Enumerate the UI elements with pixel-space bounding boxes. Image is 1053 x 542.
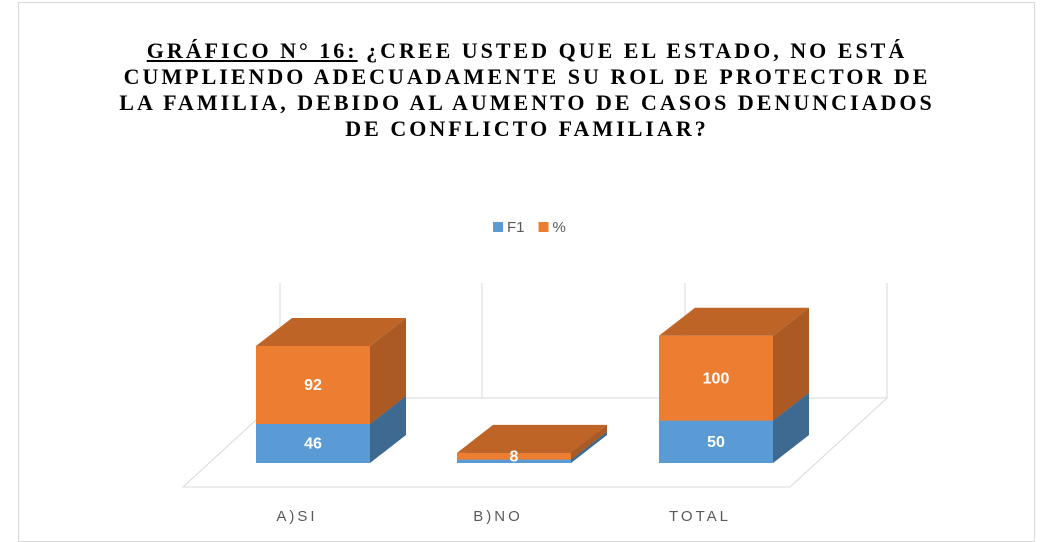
legend-label: %: [553, 219, 566, 236]
bar-side: [370, 317, 406, 424]
bar-front: [659, 420, 773, 463]
x-tick-label: B)NO: [473, 508, 523, 525]
bar-top: [256, 317, 406, 346]
data-label: 50: [707, 434, 725, 451]
bar-side: [370, 395, 406, 463]
data-label: 8: [510, 448, 519, 465]
legend-swatch: [538, 222, 549, 232]
title-prefix: GRÁFICO N° 16:: [146, 38, 358, 63]
bar-front: [457, 452, 571, 460]
bar-side: [773, 307, 809, 421]
x-tick-label: TOTAL: [669, 508, 731, 525]
data-label: 46: [304, 436, 322, 453]
data-label: 100: [703, 370, 730, 387]
bar-side: [571, 431, 607, 463]
bar-side: [773, 392, 809, 463]
bar-side: [571, 424, 607, 460]
bar-front: [256, 423, 370, 463]
bar-front: [457, 459, 571, 463]
data-label: 92: [304, 377, 322, 394]
bar-top: [659, 307, 809, 336]
bar-front: [256, 345, 370, 424]
title-text: ¿CREE USTED QUE EL ESTADO, NO ESTÁ CUMPL…: [119, 38, 935, 141]
x-tick-label: A)SI: [276, 508, 317, 525]
legend-label: F1: [507, 219, 525, 236]
chart-title: GRÁFICO N° 16: ¿CREE USTED QUE EL ESTADO…: [112, 38, 942, 142]
bar-front: [659, 335, 773, 421]
legend-swatch: [493, 222, 503, 232]
bar-top: [457, 424, 607, 453]
